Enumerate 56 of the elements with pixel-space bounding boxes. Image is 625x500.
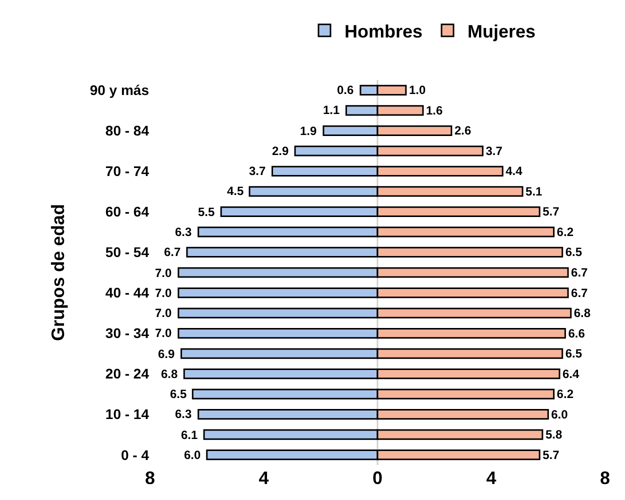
data-label: 1.1 bbox=[323, 103, 340, 117]
data-label: 6.0 bbox=[551, 407, 568, 422]
data-label: 3.7 bbox=[249, 164, 266, 178]
data-label: 6.7 bbox=[571, 286, 588, 300]
data-label: 6.4 bbox=[562, 366, 580, 381]
data-label: 6.3 bbox=[175, 407, 192, 421]
y-tick-label: 20 - 24 bbox=[105, 366, 150, 382]
data-label: 6.2 bbox=[556, 387, 574, 402]
data-label: 6.0 bbox=[184, 448, 202, 462]
data-label: 6.1 bbox=[181, 428, 198, 442]
x-tick-label: 4 bbox=[258, 468, 269, 488]
y-axis-title: Grupos de edad bbox=[48, 204, 68, 342]
y-tick-label: 60 - 64 bbox=[105, 204, 150, 220]
data-label: 6.8 bbox=[161, 367, 178, 381]
data-label: 4.4 bbox=[506, 164, 523, 178]
data-label: 7.0 bbox=[155, 266, 172, 280]
data-label: 0.6 bbox=[337, 83, 354, 97]
data-label: 6.3 bbox=[175, 225, 192, 239]
data-label: 6.7 bbox=[571, 266, 588, 280]
x-tick-label: 8 bbox=[144, 468, 156, 488]
data-label: 5.1 bbox=[526, 184, 543, 198]
data-label: 6.8 bbox=[574, 306, 591, 320]
y-tick-label: 80 - 84 bbox=[105, 122, 150, 139]
y-tick-label: 0 - 4 bbox=[120, 446, 150, 463]
data-label: 6.2 bbox=[556, 224, 574, 239]
data-label: 6.5 bbox=[565, 346, 582, 361]
data-label: 7.0 bbox=[155, 286, 172, 300]
data-label: 4.5 bbox=[227, 184, 244, 198]
x-tick-label: 8 bbox=[600, 468, 610, 488]
data-label: 1.6 bbox=[426, 103, 444, 118]
data-label: 6.6 bbox=[568, 326, 586, 340]
legend-label: Hombres bbox=[344, 21, 423, 42]
data-label: 6.9 bbox=[158, 347, 176, 361]
legend-label: Mujeres bbox=[468, 21, 536, 42]
y-tick-label: 10 - 14 bbox=[105, 406, 150, 422]
y-tick-label: 70 - 74 bbox=[105, 163, 150, 180]
data-label: 2.9 bbox=[272, 144, 290, 158]
data-label: 3.7 bbox=[486, 144, 503, 158]
data-label: 2.6 bbox=[454, 124, 472, 138]
data-label: 6.5 bbox=[170, 387, 188, 401]
data-label: 6.5 bbox=[565, 245, 582, 260]
data-label: 5.8 bbox=[545, 428, 562, 442]
data-label: 5.7 bbox=[542, 204, 560, 219]
x-tick-label: 0 bbox=[372, 468, 383, 488]
y-tick-label: 40 - 44 bbox=[105, 284, 150, 301]
data-label: 5.7 bbox=[542, 448, 560, 462]
data-label: 1.9 bbox=[300, 124, 318, 138]
data-label: 5.5 bbox=[198, 205, 216, 219]
y-tick-label: 50 - 54 bbox=[105, 244, 150, 260]
data-label: 6.7 bbox=[164, 245, 182, 259]
data-label: 7.0 bbox=[155, 326, 172, 340]
y-tick-label: 30 - 34 bbox=[105, 325, 150, 342]
data-label: 1.0 bbox=[408, 83, 426, 98]
data-label: 7.0 bbox=[155, 306, 172, 320]
y-tick-label: 90 y más bbox=[90, 82, 150, 98]
x-tick-label: 4 bbox=[486, 468, 496, 488]
